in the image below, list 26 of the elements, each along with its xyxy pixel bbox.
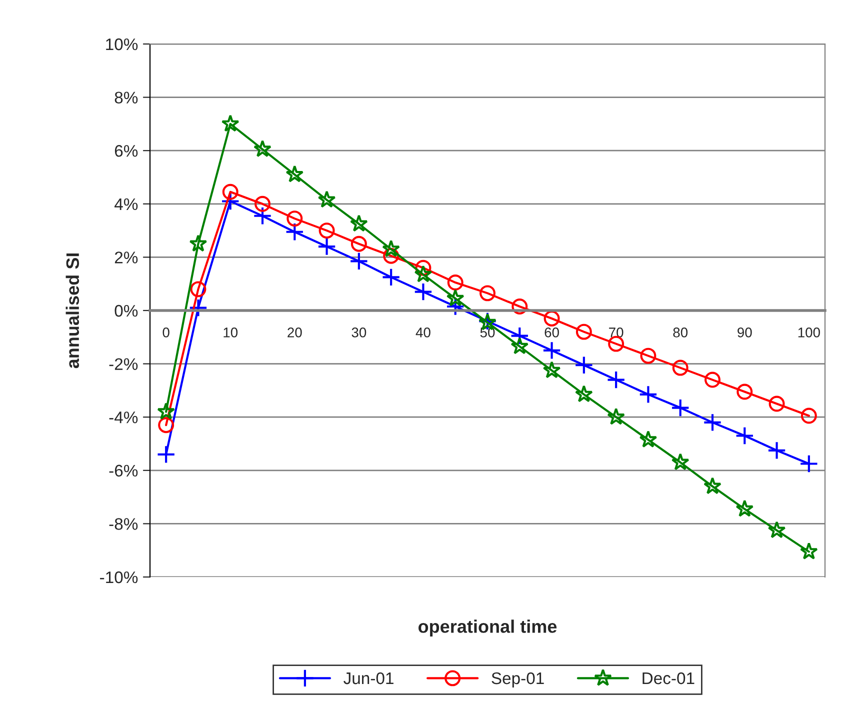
y-tick-label: -8% (109, 518, 138, 530)
y-tick-label: -6% (109, 464, 138, 477)
y-tick-label: 8% (114, 92, 138, 104)
x-tick-label: 10 (224, 328, 238, 338)
legend-label: Dec-01 (642, 672, 694, 684)
x-tick-label: 0 (162, 328, 170, 338)
y-tick-label: 4% (114, 198, 138, 210)
y-tick-label: -2% (109, 358, 138, 370)
x-tick-label: 20 (288, 328, 302, 338)
legend-label: Sep-01 (492, 672, 544, 688)
x-tick-label: 30 (352, 328, 366, 338)
y-tick-label: 2% (114, 252, 138, 264)
y-tick-label: -4% (109, 412, 138, 424)
legend-label: Jun-01 (344, 672, 394, 684)
x-tick-label: 100 (798, 328, 820, 338)
x-axis-title: operational time (418, 620, 557, 636)
x-tick-label: 90 (738, 328, 752, 338)
y-axis-title: annualised SI (66, 254, 80, 368)
y-tick-label: 10% (106, 38, 138, 50)
x-tick-label: 70 (609, 328, 624, 338)
x-tick-label: 40 (416, 328, 430, 338)
x-tick-label: 60 (544, 328, 559, 338)
y-tick-label: 0% (114, 304, 138, 317)
y-tick-label: -10% (100, 571, 138, 584)
x-tick-label: 80 (673, 328, 688, 338)
y-tick-label: 6% (114, 145, 138, 157)
